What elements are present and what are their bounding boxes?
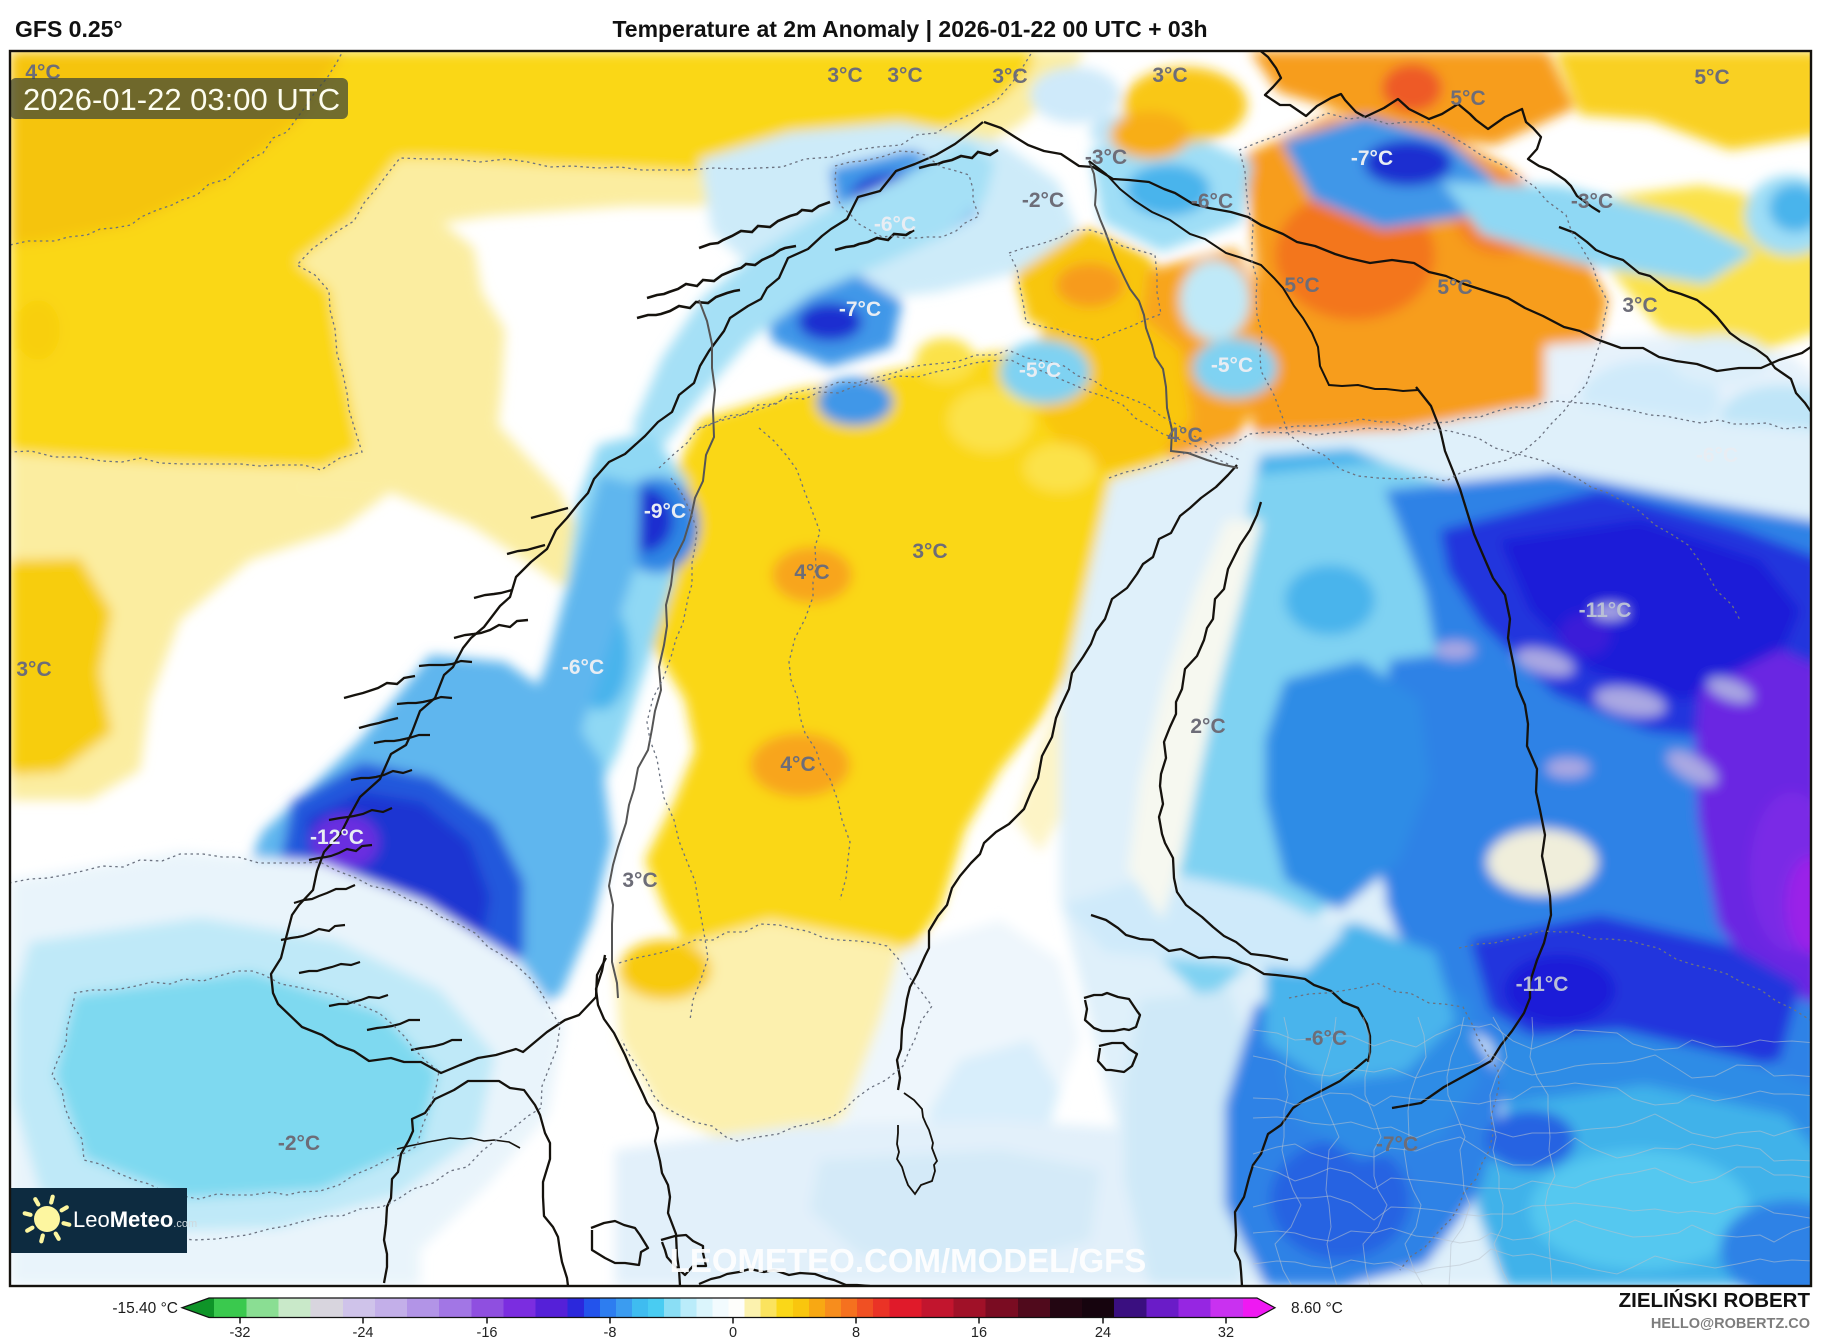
- svg-text:-6°C: -6°C: [874, 213, 916, 236]
- svg-text:-24: -24: [353, 1325, 374, 1338]
- svg-text:-7°C: -7°C: [1351, 147, 1393, 170]
- svg-text:5°C: 5°C: [1284, 274, 1319, 297]
- svg-text:16: 16: [971, 1325, 987, 1338]
- svg-text:Temperature at 2m Anomaly | 20: Temperature at 2m Anomaly | 2026-01-22 0…: [612, 16, 1207, 42]
- svg-text:4°C: 4°C: [780, 753, 815, 776]
- svg-text:-6°C: -6°C: [562, 656, 604, 679]
- svg-text:ZIELIŃSKI ROBERT: ZIELIŃSKI ROBERT: [1619, 1289, 1811, 1312]
- svg-text:-9°C: -9°C: [644, 500, 686, 523]
- svg-text:32: 32: [1218, 1325, 1234, 1338]
- svg-text:HELLO@ROBERTZ.CO: HELLO@ROBERTZ.CO: [1651, 1316, 1810, 1332]
- svg-text:-6°C: -6°C: [1305, 1027, 1347, 1050]
- svg-text:-6°C: -6°C: [1696, 444, 1738, 467]
- svg-text:-7°C: -7°C: [839, 298, 881, 321]
- svg-text:-5°C: -5°C: [1019, 359, 1061, 382]
- svg-text:-15.40 °C: -15.40 °C: [112, 1300, 178, 1317]
- svg-text:0: 0: [729, 1325, 737, 1338]
- svg-text:LEOMETEO.COM/MODEL/GFS: LEOMETEO.COM/MODEL/GFS: [670, 1242, 1147, 1279]
- svg-text:3°C: 3°C: [827, 64, 862, 87]
- svg-text:3°C: 3°C: [887, 64, 922, 87]
- svg-text:8: 8: [852, 1325, 860, 1338]
- svg-text:-12°C: -12°C: [310, 826, 364, 849]
- svg-text:3°C: 3°C: [992, 65, 1027, 88]
- svg-text:GFS 0.25°: GFS 0.25°: [15, 16, 123, 42]
- svg-text:-11°C: -11°C: [1579, 599, 1632, 622]
- svg-text:5°C: 5°C: [1437, 276, 1472, 299]
- svg-text:8.60 °C: 8.60 °C: [1291, 1300, 1343, 1317]
- svg-text:-6°C: -6°C: [1191, 190, 1233, 213]
- svg-text:-7°C: -7°C: [1376, 1133, 1418, 1156]
- svg-text:-2°C: -2°C: [1022, 189, 1064, 212]
- svg-text:24: 24: [1095, 1325, 1111, 1338]
- svg-text:-3°C: -3°C: [1085, 146, 1127, 169]
- svg-text:-2°C: -2°C: [278, 1132, 320, 1155]
- svg-text:4°C: 4°C: [794, 561, 829, 584]
- svg-text:3°C: 3°C: [1622, 294, 1657, 317]
- svg-text:2026-01-22 03:00 UTC: 2026-01-22 03:00 UTC: [23, 82, 340, 117]
- svg-text:2°C: 2°C: [1190, 715, 1225, 738]
- svg-text:5°C: 5°C: [1450, 87, 1485, 110]
- svg-text:3°C: 3°C: [16, 658, 51, 681]
- svg-text:3°C: 3°C: [1152, 64, 1187, 87]
- svg-text:-3°C: -3°C: [1571, 190, 1613, 213]
- svg-text:-11°C: -11°C: [1516, 973, 1569, 996]
- svg-text:-8: -8: [604, 1325, 617, 1338]
- svg-text:4°C: 4°C: [1167, 424, 1202, 447]
- svg-text:3°C: 3°C: [912, 540, 947, 563]
- svg-text:-16: -16: [477, 1325, 498, 1338]
- svg-text:5°C: 5°C: [1694, 66, 1729, 89]
- svg-text:-5°C: -5°C: [1211, 354, 1253, 377]
- svg-text:-32: -32: [230, 1325, 251, 1338]
- svg-text:3°C: 3°C: [622, 869, 657, 892]
